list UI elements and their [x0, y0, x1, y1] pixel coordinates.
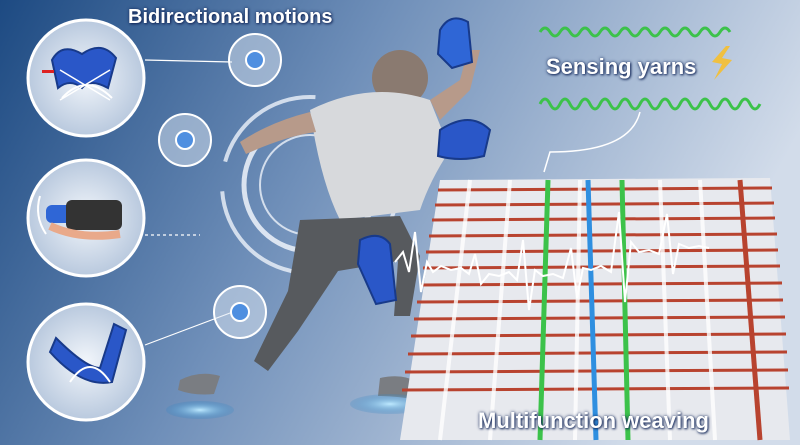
- actuator-glove: [436, 17, 474, 70]
- zoom-circle-ankle: [26, 302, 146, 422]
- sensing-yarn-coil: [538, 26, 732, 38]
- connector-line: [144, 59, 233, 63]
- label-bidirectional-motions: Bidirectional motions: [128, 6, 333, 28]
- label-multifunction-weaving: Multifunction weaving: [478, 408, 709, 433]
- actuator-knee: [356, 234, 398, 306]
- floor-pad: [166, 401, 234, 419]
- label-sensing-yarns: Sensing yarns: [546, 54, 697, 79]
- sensing-yarn-coil: [538, 97, 762, 111]
- lightning-icon: [712, 46, 732, 80]
- zoom-circle-hand: [26, 158, 146, 278]
- signal-waveform: [394, 211, 710, 311]
- connector-line: [543, 111, 641, 173]
- actuator-elbow: [436, 119, 492, 160]
- joint-markers: [158, 33, 282, 339]
- woven-fabric: [400, 178, 790, 441]
- runner-figure: [178, 50, 480, 400]
- zoom-circle-elbow: [26, 18, 146, 138]
